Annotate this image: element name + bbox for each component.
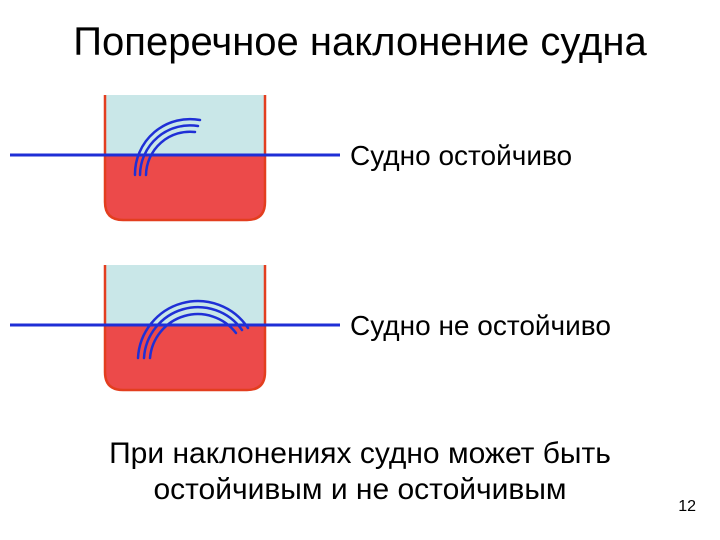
- hull-shape: [105, 95, 265, 220]
- ship-diagram-stable: [0, 90, 360, 230]
- label-unstable: Судно не остойчиво: [350, 310, 611, 342]
- diagram-row-stable: Судно остойчиво: [0, 90, 720, 230]
- ship-diagram-unstable: [0, 260, 360, 410]
- slide-title: Поперечное наклонение судна: [0, 20, 720, 65]
- page-number: 12: [678, 498, 696, 516]
- footer-line-1: При наклонениях судно может быть: [109, 437, 611, 470]
- footer-line-2: остойчивым и не остойчивым: [153, 473, 566, 506]
- label-stable: Судно остойчиво: [350, 140, 572, 172]
- footer-text: При наклонениях судно может быть остойчи…: [0, 436, 720, 508]
- diagram-row-unstable: Судно не остойчиво: [0, 260, 720, 410]
